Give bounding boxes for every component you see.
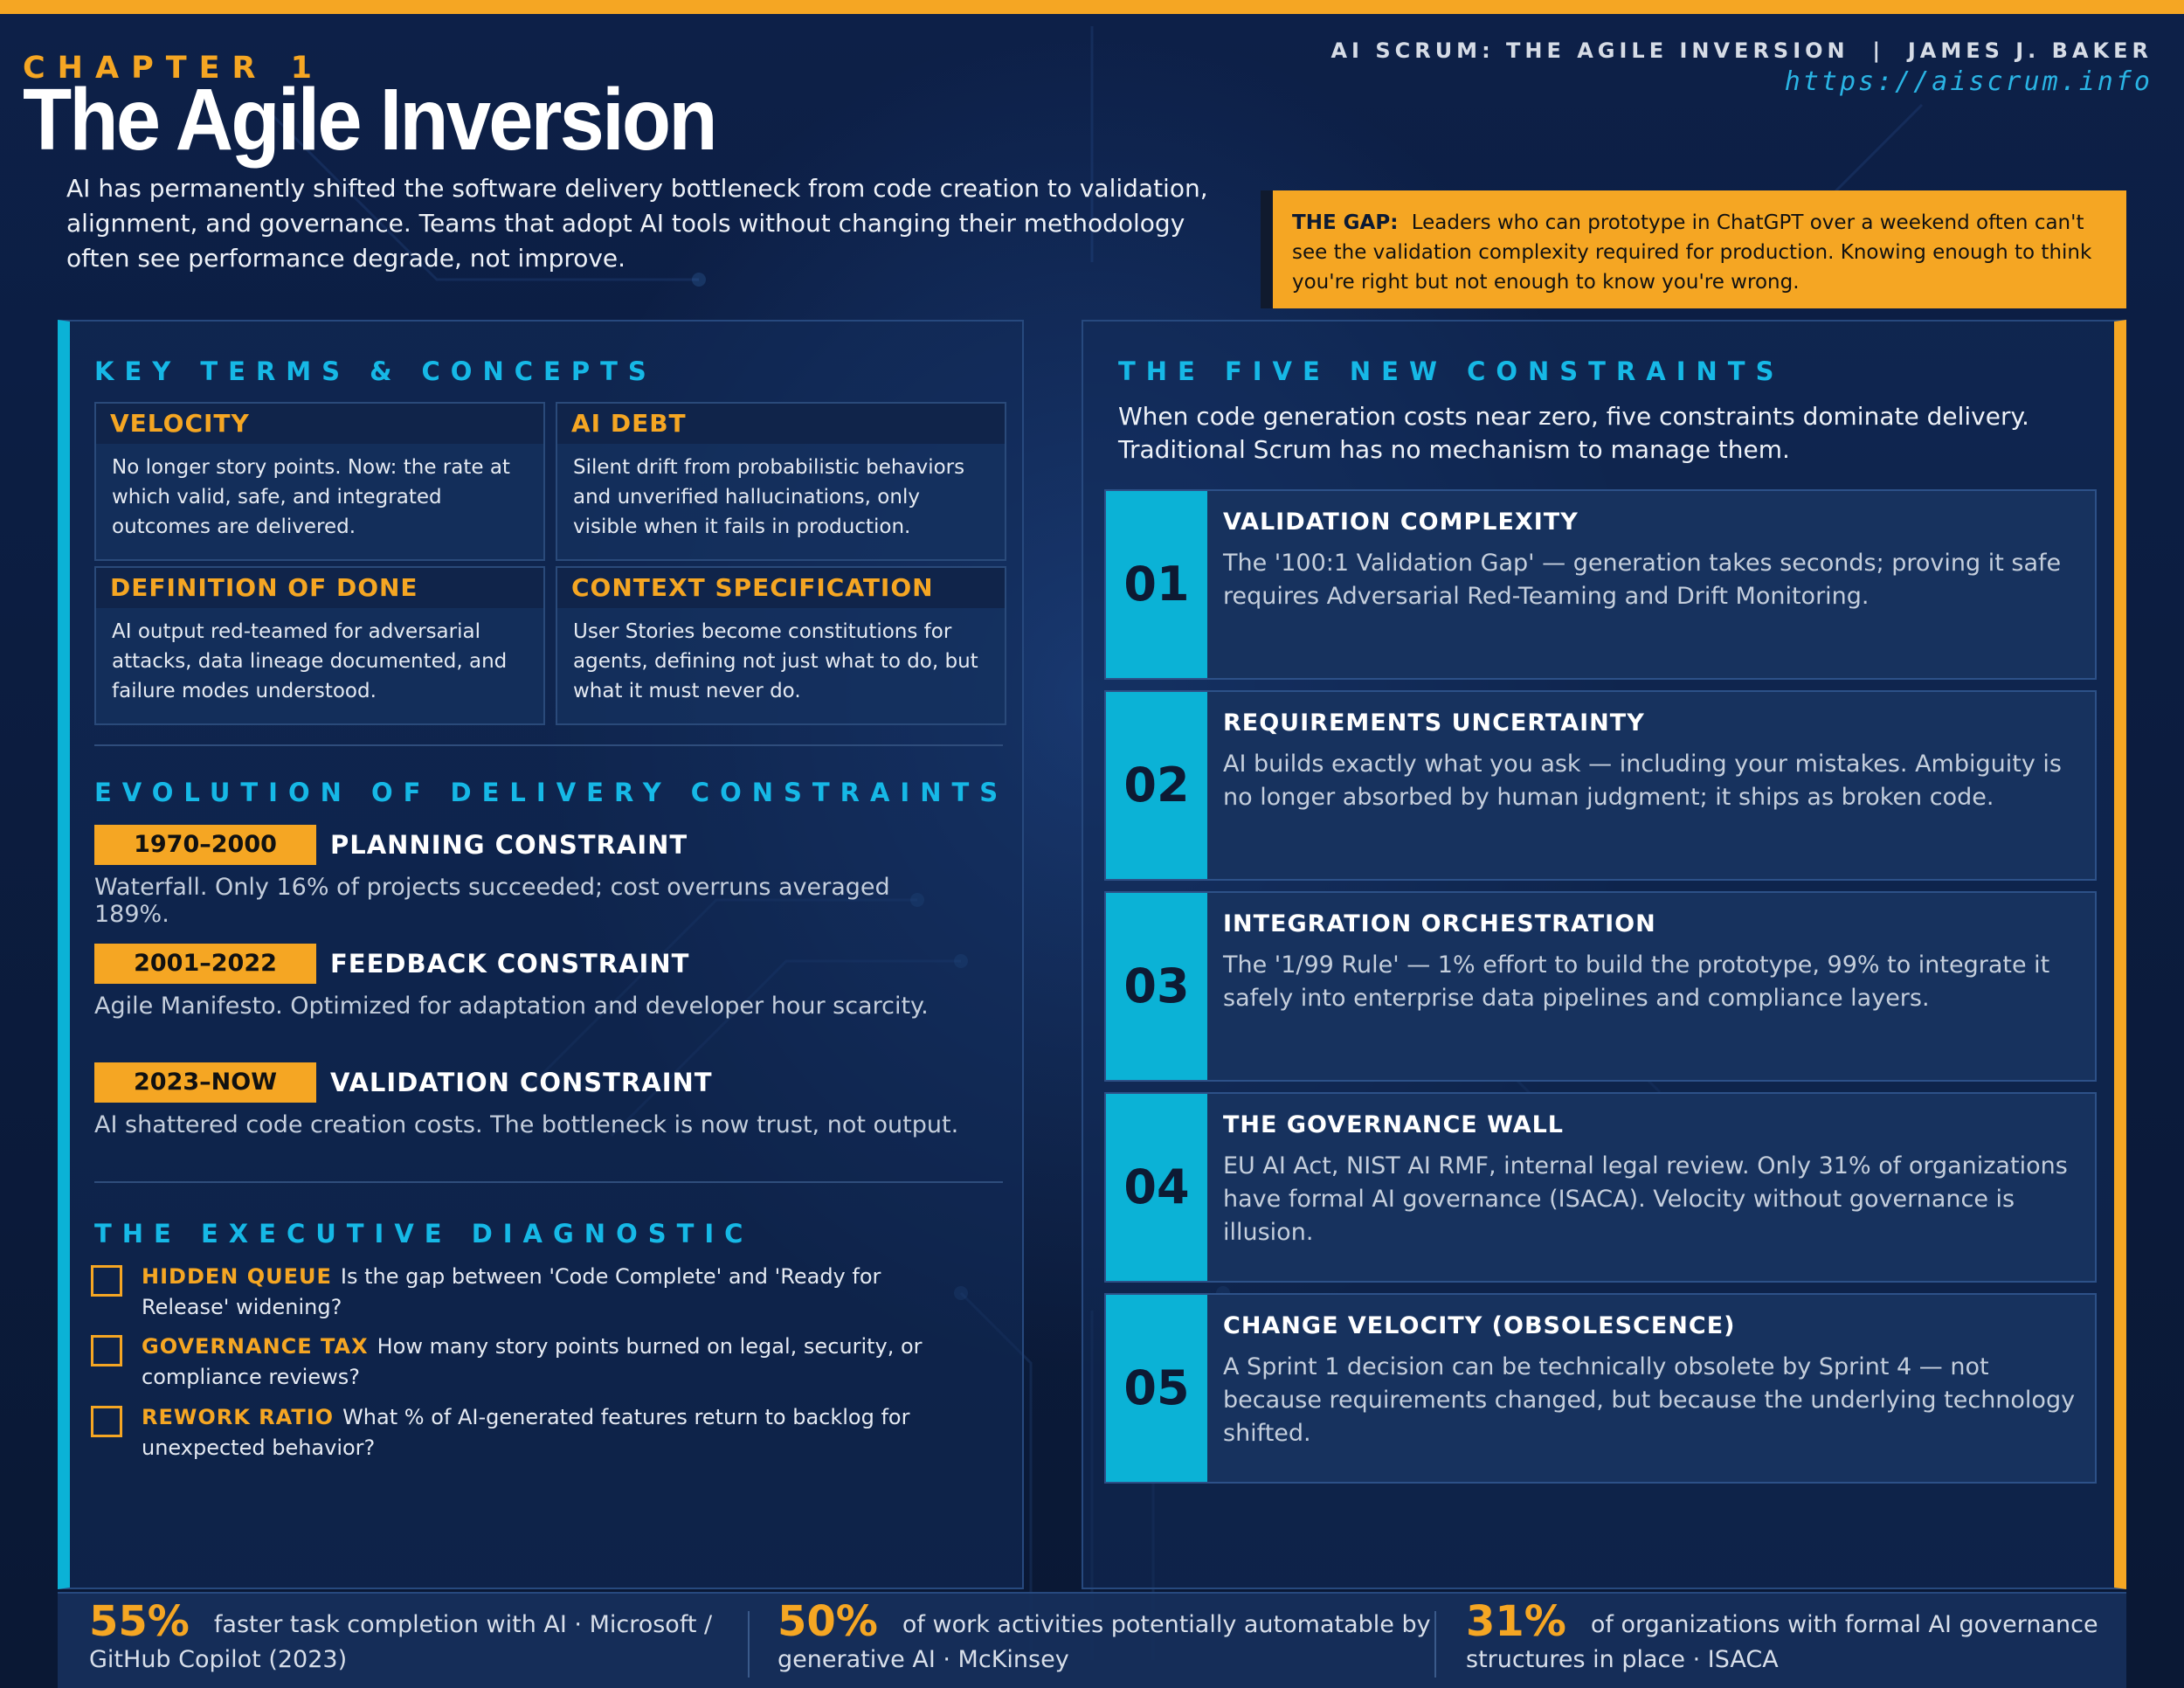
constraint-card: 05 CHANGE VELOCITY (OBSOLESCENCE) A Spri…: [1104, 1293, 2097, 1484]
stat-percent: 55%: [89, 1597, 190, 1646]
term-card-velocity: VELOCITY No longer story points. Now: th…: [94, 402, 545, 561]
checkbox[interactable]: [91, 1335, 122, 1366]
gap-callout: THE GAP: Leaders who can prototype in Ch…: [1261, 190, 2126, 308]
constraint-number: 01: [1106, 491, 1207, 678]
stat-item: 31% of organizations with formal AI gover…: [1466, 1594, 2112, 1688]
intro-paragraph: AI has permanently shifted the software …: [66, 174, 1208, 273]
era-label: VALIDATION CONSTRAINT: [330, 1068, 713, 1097]
diagnostic-label: GOVERNANCE TAX: [142, 1334, 369, 1359]
constraint-title: INTEGRATION ORCHESTRATION: [1223, 910, 1656, 937]
stat-text: of organizations with formal AI governan…: [1466, 1611, 2098, 1673]
era-description: Agile Manifesto. Optimized for adaptatio…: [94, 993, 929, 1020]
section-divider: [94, 1181, 1003, 1183]
book-byline: AI SCRUM: THE AGILE INVERSION | JAMES J.…: [1330, 38, 2153, 63]
era-label: FEEDBACK CONSTRAINT: [330, 949, 690, 979]
gap-label: THE GAP:: [1292, 211, 1399, 234]
website-link[interactable]: https://aiscrum.info: [1784, 66, 2153, 97]
diagnostic-item: GOVERNANCE TAX How many story points burn…: [91, 1332, 964, 1393]
page-title: The Agile Inversion: [23, 71, 718, 169]
term-card-context-specification: CONTEXT SPECIFICATION User Stories becom…: [556, 566, 1006, 725]
stat-text: of work activities potentially automatab…: [778, 1611, 1431, 1673]
chapter-label: CHAPTER 1: [23, 51, 324, 86]
constraint-title: THE GOVERNANCE WALL: [1223, 1111, 1564, 1138]
diagnostic-label: REWORK RATIO: [142, 1405, 335, 1429]
era-years-badge: 1970–2000: [94, 825, 316, 865]
constraint-number: 03: [1106, 893, 1207, 1080]
stat-separator: [1434, 1611, 1436, 1678]
stat-item: 50% of work activities potentially automa…: [778, 1594, 1450, 1688]
constraint-description: The '1/99 Rule' — 1% effort to build the…: [1223, 951, 2050, 1012]
constraint-number: 05: [1106, 1295, 1207, 1482]
constraint-description: The '100:1 Validation Gap' — generation …: [1223, 550, 2062, 610]
evolution-heading: EVOLUTION OF DELIVERY CONSTRAINTS: [94, 778, 1009, 807]
term-card-definition-of-done: DEFINITION OF DONE AI output red-teamed …: [94, 566, 545, 725]
era-label: PLANNING CONSTRAINT: [330, 830, 688, 860]
diagnostic-question: How many story points burned on legal, s…: [142, 1334, 923, 1389]
term-title: CONTEXT SPECIFICATION: [557, 568, 1005, 608]
stat-text: faster task completion with AI · Microso…: [89, 1611, 713, 1673]
constraint-title: REQUIREMENTS UNCERTAINTY: [1223, 709, 1645, 737]
checkbox[interactable]: [91, 1406, 122, 1437]
era-years-badge: 2023–NOW: [94, 1062, 316, 1103]
constraint-title: CHANGE VELOCITY (OBSOLESCENCE): [1223, 1312, 1736, 1339]
constraint-card: 01 VALIDATION COMPLEXITY The '100:1 Vali…: [1104, 489, 2097, 680]
term-title: DEFINITION OF DONE: [96, 568, 543, 608]
diagnostic-question: Is the gap between 'Code Complete' and '…: [142, 1264, 881, 1319]
constraint-number: 02: [1106, 692, 1207, 879]
constraint-description: AI builds exactly what you ask — includi…: [1223, 751, 2062, 811]
stat-percent: 50%: [778, 1597, 878, 1646]
constraint-card: 02 REQUIREMENTS UNCERTAINTY AI builds ex…: [1104, 690, 2097, 881]
diagnostic-item: HIDDEN QUEUE Is the gap between 'Code Com…: [91, 1262, 964, 1323]
era-row: 1970–2000 PLANNING CONSTRAINT Waterfall. …: [94, 825, 968, 928]
term-text: Silent drift from probabilistic behavior…: [573, 456, 965, 538]
stat-separator: [748, 1611, 750, 1678]
era-description: Waterfall. Only 16% of projects succeede…: [94, 874, 890, 928]
diagnostic-item: REWORK RATIO What % of AI-generated featu…: [91, 1402, 964, 1463]
stat-percent: 31%: [1466, 1597, 1566, 1646]
constraint-card: 03 INTEGRATION ORCHESTRATION The '1/99 R…: [1104, 891, 2097, 1082]
era-description: AI shattered code creation costs. The bo…: [94, 1111, 959, 1138]
stats-footer: 55% faster task completion with AI · Micr…: [58, 1592, 2126, 1688]
term-text: No longer story points. Now: the rate at…: [112, 456, 510, 538]
era-years-badge: 2001–2022: [94, 944, 316, 984]
constraint-card: 04 THE GOVERNANCE WALL EU AI Act, NIST A…: [1104, 1092, 2097, 1283]
constraint-title: VALIDATION COMPLEXITY: [1223, 508, 1579, 536]
diagnostic-label: HIDDEN QUEUE: [142, 1264, 332, 1289]
term-title: AI DEBT: [557, 404, 1005, 444]
constraints-intro: When code generation costs near zero, fi…: [1118, 402, 2029, 464]
era-row: 2023–NOW VALIDATION CONSTRAINT AI shatter…: [94, 1062, 968, 1138]
constraint-description: EU AI Act, NIST AI RMF, internal legal r…: [1223, 1152, 2068, 1246]
top-accent-bar: [0, 0, 2184, 14]
diagnostic-heading: THE EXECUTIVE DIAGNOSTIC: [94, 1219, 754, 1249]
era-row: 2001–2022 FEEDBACK CONSTRAINT Agile Manif…: [94, 944, 968, 1020]
term-text: AI output red-teamed for adversarial att…: [112, 620, 508, 702]
constraint-description: A Sprint 1 decision can be technically o…: [1223, 1353, 2076, 1447]
constraint-number: 04: [1106, 1094, 1207, 1281]
key-terms-heading: KEY TERMS & CONCEPTS: [94, 356, 657, 386]
term-title: VELOCITY: [96, 404, 543, 444]
checkbox[interactable]: [91, 1265, 122, 1297]
section-divider: [94, 744, 1003, 746]
diagnostic-question: What % of AI-generated features return t…: [142, 1405, 910, 1460]
term-card-ai-debt: AI DEBT Silent drift from probabilistic …: [556, 402, 1006, 561]
stat-item: 55% faster task completion with AI · Micr…: [89, 1594, 762, 1688]
constraints-heading: THE FIVE NEW CONSTRAINTS: [1118, 356, 1785, 386]
term-text: User Stories become constitutions for ag…: [573, 620, 978, 702]
gap-text: Leaders who can prototype in ChatGPT ove…: [1292, 211, 2092, 294]
